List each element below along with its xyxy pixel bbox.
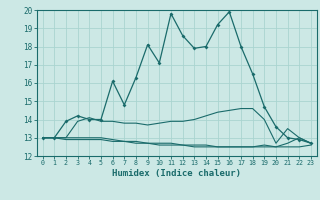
X-axis label: Humidex (Indice chaleur): Humidex (Indice chaleur)	[112, 169, 241, 178]
